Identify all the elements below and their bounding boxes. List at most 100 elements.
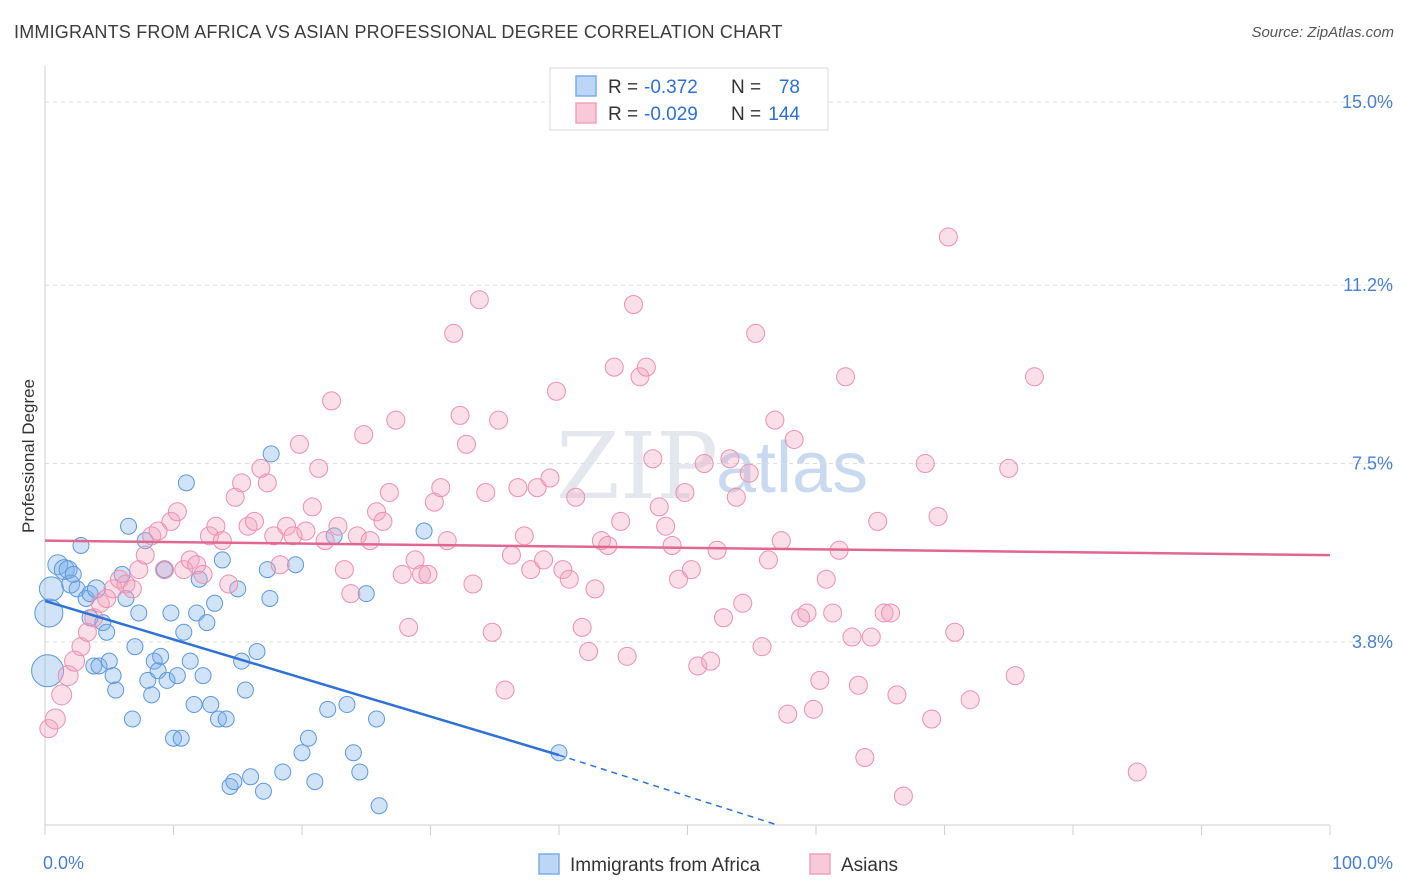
data-point-asians <box>309 458 329 478</box>
data-point-asians <box>193 564 213 584</box>
data-point-asians <box>289 434 309 454</box>
data-point-africa <box>274 763 292 781</box>
data-point-asians <box>71 637 91 657</box>
data-point-asians <box>405 550 425 570</box>
data-point-asians <box>219 574 239 594</box>
legend-swatch-africa <box>575 75 597 97</box>
data-point-asians <box>922 709 942 729</box>
data-point-asians <box>244 511 264 531</box>
trend-line-asians <box>44 539 1331 557</box>
data-point-asians <box>116 574 136 594</box>
data-point-asians <box>579 642 599 662</box>
data-point-asians <box>110 569 130 589</box>
data-point-africa <box>338 696 356 714</box>
data-point-africa <box>58 560 78 580</box>
bottom-legend-label-asians: Asians <box>841 855 898 876</box>
data-point-asians <box>51 684 73 706</box>
data-point-asians <box>482 622 502 642</box>
data-point-asians <box>733 593 753 613</box>
data-point-asians <box>514 526 534 546</box>
data-point-asians <box>129 560 149 580</box>
data-point-asians <box>456 434 476 454</box>
data-point-africa <box>357 585 375 603</box>
data-point-asians <box>688 656 708 676</box>
data-point-asians <box>823 603 843 623</box>
data-point-asians <box>836 367 856 387</box>
data-point-asians <box>656 516 676 536</box>
data-point-asians <box>257 473 277 493</box>
data-point-asians <box>187 555 207 575</box>
data-point-africa <box>185 696 203 714</box>
data-point-asians <box>861 627 881 647</box>
data-point-asians <box>225 487 245 507</box>
data-point-africa <box>299 729 317 747</box>
data-point-africa <box>202 696 220 714</box>
data-point-asians <box>938 227 958 247</box>
data-point-asians <box>534 550 554 570</box>
data-point-africa <box>370 797 388 815</box>
data-point-asians <box>1127 762 1147 782</box>
data-point-asians <box>868 511 888 531</box>
data-point-asians <box>199 526 219 546</box>
data-point-asians <box>167 502 187 522</box>
legend-r-label-1: R = <box>608 77 638 98</box>
data-point-africa <box>86 579 106 599</box>
data-point-asians <box>322 391 342 411</box>
data-point-africa <box>225 773 243 791</box>
data-point-africa <box>236 681 254 699</box>
data-point-africa <box>143 686 161 704</box>
data-point-asians <box>328 516 348 536</box>
data-point-asians <box>103 579 123 599</box>
y-axis-label: Professional Degree <box>19 379 38 533</box>
data-point-asians <box>431 478 451 498</box>
data-point-asians <box>585 579 605 599</box>
data-point-asians <box>360 531 380 551</box>
data-point-asians <box>791 608 811 628</box>
data-point-africa <box>229 580 247 598</box>
data-point-asians <box>122 579 142 599</box>
data-point-africa <box>104 667 122 685</box>
data-point-africa <box>38 576 64 602</box>
data-point-asians <box>283 526 303 546</box>
data-point-africa <box>248 643 266 661</box>
x-tick-label: 100.0% <box>1332 853 1393 873</box>
data-point-asians <box>591 531 611 551</box>
legend-swatch-asians <box>575 102 597 124</box>
data-point-asians <box>624 295 644 315</box>
data-point-asians <box>630 367 650 387</box>
data-point-africa <box>53 559 75 581</box>
data-point-asians <box>412 564 432 584</box>
y-tick-labels: 3.8% 7.5% 11.2% 15.0% <box>1342 92 1393 652</box>
data-point-africa <box>168 667 186 685</box>
series-legend: Immigrants from Africa Asians <box>538 853 898 876</box>
bottom-legend-swatch-africa <box>538 853 560 875</box>
data-point-asians <box>559 569 579 589</box>
legend-n-value-2: 144 <box>768 104 800 125</box>
data-point-asians <box>739 463 759 483</box>
data-point-asians <box>1005 666 1025 686</box>
data-point-asians <box>334 560 354 580</box>
data-point-asians <box>810 670 830 690</box>
data-point-africa <box>368 710 386 728</box>
data-point-africa <box>156 561 174 579</box>
data-point-asians <box>784 429 804 449</box>
data-point-africa <box>194 667 212 685</box>
data-point-africa <box>306 773 324 791</box>
data-point-asians <box>251 458 271 478</box>
data-point-africa <box>217 710 235 728</box>
chart-title: IMMIGRANTS FROM AFRICA VS ASIAN PROFESSI… <box>14 22 783 42</box>
data-point-asians <box>720 449 740 469</box>
data-point-asians <box>489 410 509 430</box>
data-point-asians <box>681 560 701 580</box>
data-point-asians <box>367 502 387 522</box>
data-point-asians <box>90 593 110 613</box>
data-point-asians <box>508 478 528 498</box>
legend-n-label-2: N = <box>731 104 761 125</box>
data-point-africa <box>172 729 190 747</box>
data-point-asians <box>797 603 817 623</box>
data-point-asians <box>675 482 695 502</box>
y-tick-label: 7.5% <box>1352 454 1393 474</box>
data-point-africa <box>85 657 103 675</box>
data-point-asians <box>270 555 290 575</box>
data-point-asians <box>296 521 316 541</box>
